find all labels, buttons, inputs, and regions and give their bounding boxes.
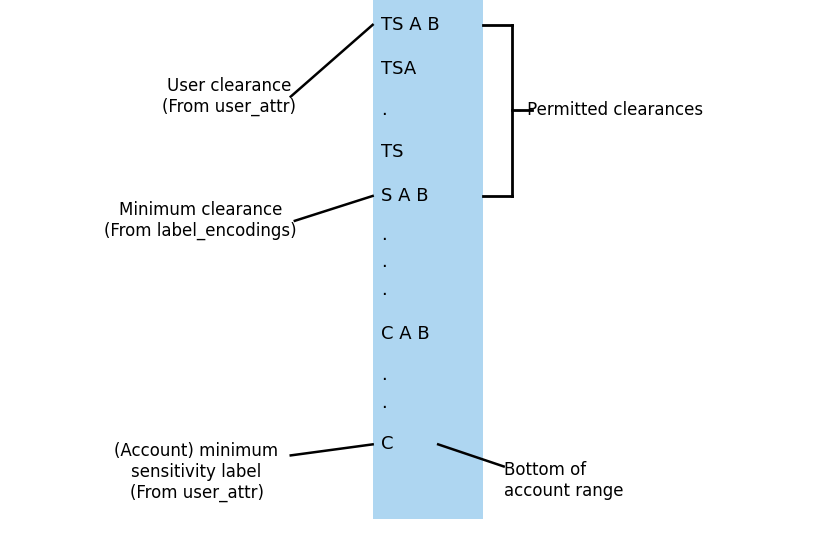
Text: .: . <box>381 394 387 412</box>
Text: C: C <box>381 436 393 453</box>
Text: User clearance
(From user_attr): User clearance (From user_attr) <box>162 77 296 116</box>
Text: TSA: TSA <box>381 60 416 78</box>
Text: TS A B: TS A B <box>381 16 440 34</box>
Text: S A B: S A B <box>381 187 428 205</box>
Text: TS: TS <box>381 143 403 161</box>
Text: C A B: C A B <box>381 325 429 343</box>
Text: .: . <box>381 281 387 299</box>
Text: Minimum clearance
(From label_encodings): Minimum clearance (From label_encodings) <box>104 201 297 240</box>
Text: .: . <box>381 367 387 384</box>
Text: .: . <box>381 226 387 243</box>
Text: Bottom of
account range: Bottom of account range <box>504 461 623 500</box>
Text: .: . <box>381 102 387 119</box>
Bar <box>373 0 483 519</box>
Text: - Permitted clearances: - Permitted clearances <box>516 102 703 119</box>
Text: (Account) minimum
sensitivity label
(From user_attr): (Account) minimum sensitivity label (Fro… <box>115 442 278 502</box>
Text: .: . <box>381 253 387 271</box>
